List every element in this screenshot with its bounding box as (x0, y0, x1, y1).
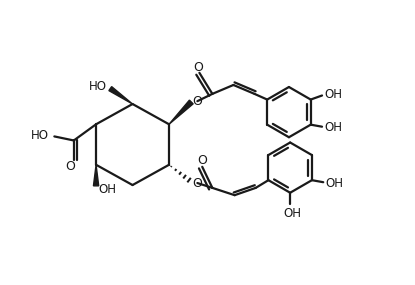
Text: OH: OH (325, 176, 343, 190)
Text: OH: OH (324, 121, 342, 134)
Text: O: O (192, 95, 202, 108)
Text: HO: HO (31, 129, 49, 142)
Text: O: O (66, 160, 76, 173)
Polygon shape (93, 165, 99, 186)
Text: O: O (197, 154, 207, 167)
Text: OH: OH (98, 184, 117, 196)
Polygon shape (109, 87, 132, 104)
Text: OH: OH (283, 207, 301, 220)
Text: O: O (192, 177, 202, 190)
Text: HO: HO (89, 80, 107, 93)
Text: O: O (193, 61, 203, 74)
Text: OH: OH (324, 88, 342, 101)
Polygon shape (169, 100, 193, 124)
